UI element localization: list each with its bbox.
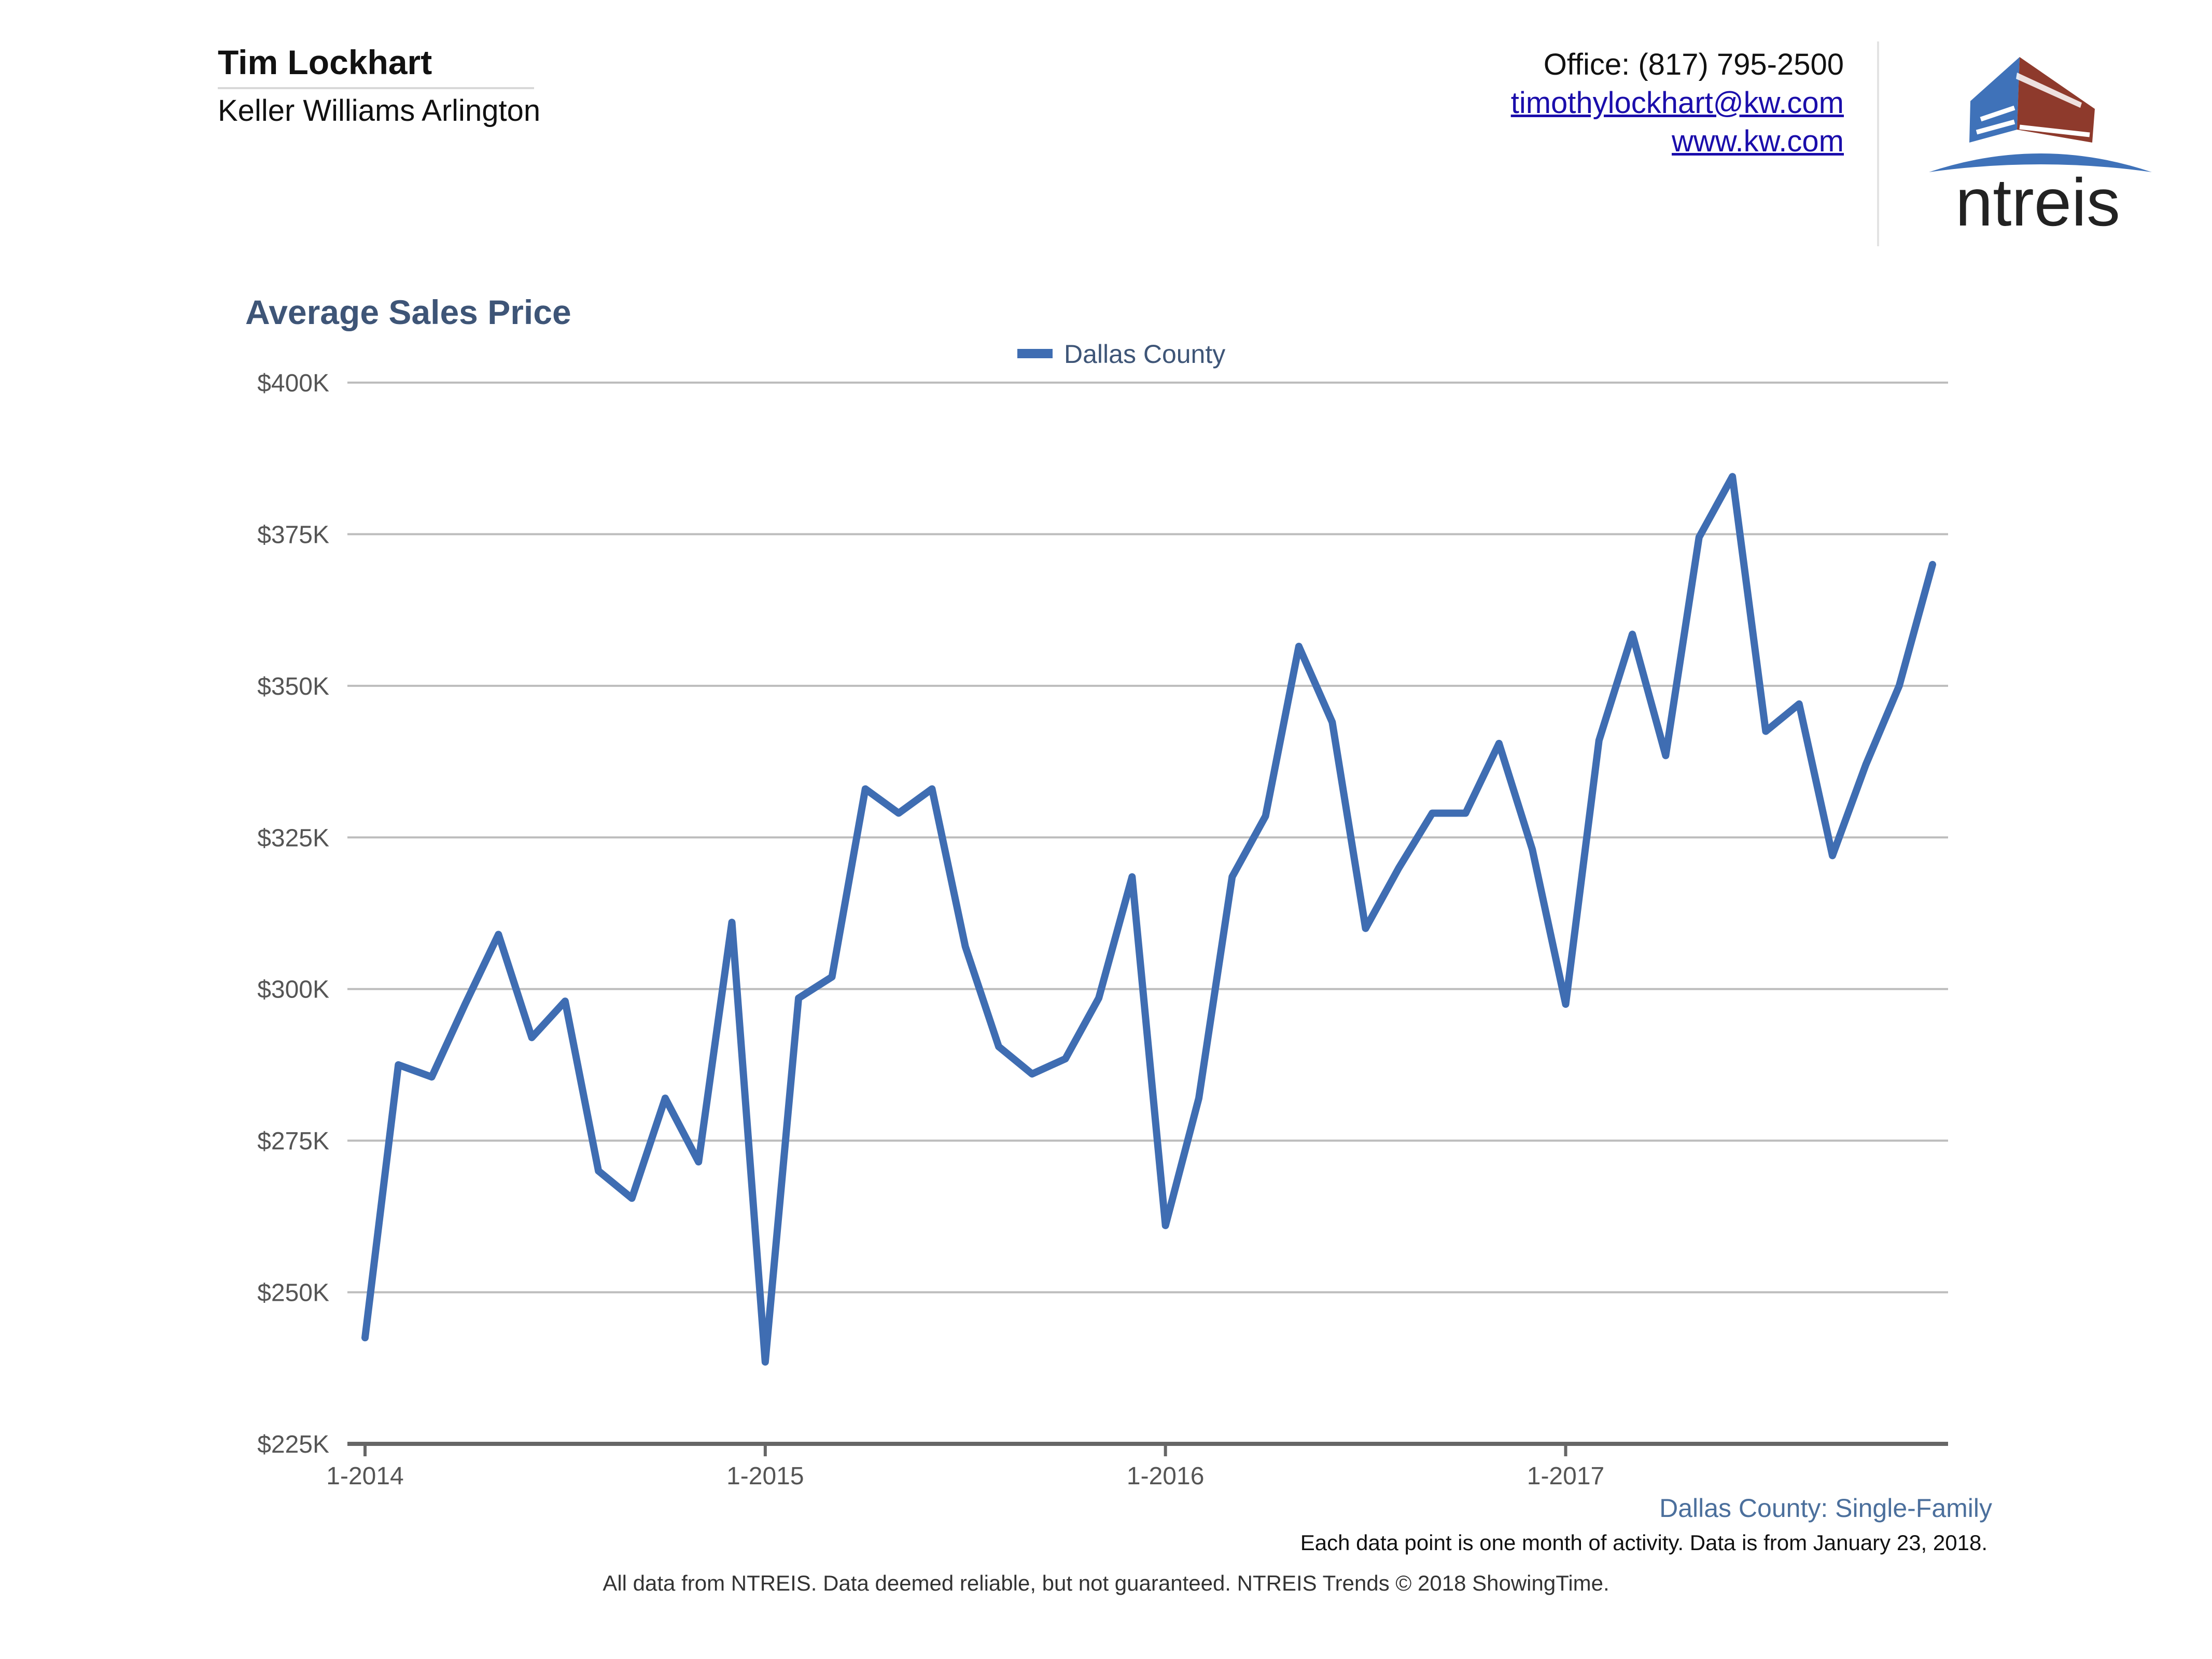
data-point	[1062, 1056, 1069, 1062]
y-tick-label: $400K	[257, 370, 329, 397]
data-point	[862, 785, 869, 792]
data-point	[695, 1159, 702, 1165]
data-point	[1595, 737, 1602, 744]
chart-title: Average Sales Price	[245, 293, 571, 331]
y-tick-label: $275K	[257, 1128, 329, 1155]
data-point	[1295, 643, 1302, 650]
y-tick-label: $350K	[257, 673, 329, 700]
agent-name-underline	[218, 87, 534, 89]
agent-company: Keller Williams Arlington	[218, 94, 541, 128]
data-point	[1429, 810, 1436, 817]
data-point	[895, 810, 902, 817]
footer-series-label: Dallas County: Single-Family	[1659, 1494, 1992, 1523]
data-point	[1729, 473, 1736, 480]
x-axis: 1-2014 1-2015 1-2016 1-2017	[326, 1442, 1948, 1490]
data-point	[1129, 874, 1136, 880]
data-point	[461, 1001, 468, 1007]
data-point	[1329, 719, 1336, 726]
footer-disclaimer: All data from NTREIS. Data deemed reliab…	[603, 1571, 1609, 1595]
series-line-dallas-county	[361, 473, 1936, 1366]
y-tick-label: $375K	[257, 521, 329, 549]
data-point	[1696, 534, 1702, 541]
data-point	[1529, 846, 1536, 853]
y-tick-label: $325K	[257, 824, 329, 852]
y-axis-ticks: $225K $250K $275K $300K $325K $350K $375K $400K	[257, 370, 329, 1458]
x-tick-label: 1-2015	[726, 1463, 804, 1490]
contact-block: Office: (817) 795-2500 timothylockhart@k…	[1511, 46, 1844, 161]
data-point	[1929, 561, 1936, 568]
data-point	[1562, 1001, 1569, 1007]
data-point	[628, 1195, 635, 1202]
data-point	[1662, 752, 1669, 759]
data-point	[1362, 925, 1369, 932]
data-point	[528, 1034, 535, 1041]
data-point	[829, 974, 835, 980]
data-point	[962, 943, 969, 950]
data-point	[495, 931, 502, 938]
legend: Dallas County	[1017, 340, 1225, 369]
data-point	[1796, 700, 1802, 707]
data-point	[662, 1095, 668, 1102]
data-point	[595, 1168, 602, 1174]
data-points	[362, 473, 1936, 1366]
data-point	[1629, 631, 1636, 638]
footer-note: Each data point is one month of activity…	[1300, 1530, 1987, 1555]
data-point	[762, 1359, 768, 1366]
data-point	[996, 1043, 1002, 1050]
ntreis-logo: ntreis	[1929, 57, 2152, 238]
x-tick-label: 1-2014	[326, 1463, 403, 1490]
agent-name: Tim Lockhart	[218, 43, 432, 81]
data-point	[1762, 728, 1769, 735]
data-point	[562, 998, 568, 1005]
office-phone: Office: (817) 795-2500	[1543, 48, 1844, 81]
legend-label: Dallas County	[1064, 340, 1225, 369]
gridlines	[347, 382, 1948, 1294]
data-point	[362, 1334, 368, 1341]
data-point	[1096, 995, 1102, 1002]
data-point	[1863, 761, 1869, 768]
y-tick-label: $250K	[257, 1280, 329, 1307]
data-point	[1395, 864, 1402, 871]
x-tick-label: 1-2017	[1527, 1463, 1604, 1490]
data-point	[729, 919, 735, 926]
data-point	[395, 1061, 402, 1068]
y-tick-label: $225K	[257, 1431, 329, 1458]
data-point	[428, 1074, 435, 1080]
data-point	[1495, 740, 1502, 747]
data-point	[1029, 1071, 1035, 1077]
data-point	[795, 995, 802, 1002]
legend-swatch	[1017, 349, 1053, 358]
x-tick-label: 1-2016	[1127, 1463, 1204, 1490]
logo-wordmark: ntreis	[1955, 164, 2120, 238]
y-tick-label: $300K	[257, 976, 329, 1004]
data-point	[1195, 1095, 1202, 1102]
data-point	[1462, 810, 1469, 817]
header-divider	[1877, 41, 1879, 246]
data-point	[1262, 813, 1269, 820]
house-icon	[1929, 57, 2152, 172]
data-point	[1829, 852, 1836, 859]
data-point	[1229, 874, 1236, 880]
data-point	[1896, 682, 1902, 689]
website-link[interactable]: www.kw.com	[1672, 124, 1844, 158]
data-point	[1162, 1222, 1169, 1229]
data-point	[929, 785, 935, 792]
email-link[interactable]: timothylockhart@kw.com	[1510, 86, 1844, 120]
